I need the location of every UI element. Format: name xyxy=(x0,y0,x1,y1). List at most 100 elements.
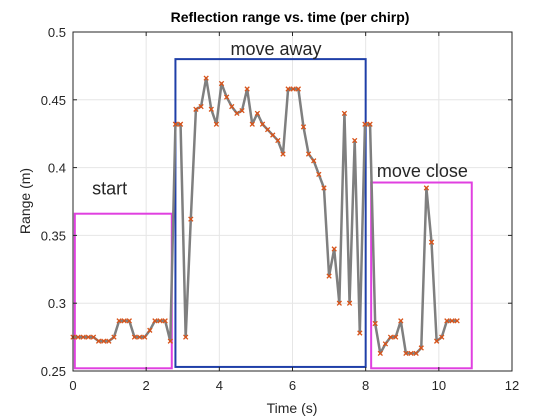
data-point-marker xyxy=(382,341,389,347)
data-point-marker xyxy=(249,121,255,127)
data-point-marker xyxy=(121,318,127,324)
data-point-marker xyxy=(234,110,240,117)
data-point-marker xyxy=(393,334,399,340)
x-tick-label: 6 xyxy=(289,378,296,393)
data-point-marker xyxy=(341,110,348,117)
data-point-marker xyxy=(280,151,286,157)
x-tick-label: 10 xyxy=(432,378,446,393)
data-point-marker xyxy=(95,338,102,344)
annotation-box xyxy=(174,58,367,368)
data-point-marker xyxy=(208,106,214,112)
data-point-marker xyxy=(167,338,173,344)
data-point-marker xyxy=(147,327,153,333)
data-point-marker xyxy=(85,334,92,340)
data-point-marker xyxy=(223,94,230,100)
data-point-marker xyxy=(239,107,245,114)
data-point-marker xyxy=(336,300,342,306)
data-point-marker xyxy=(188,216,194,222)
data-point-marker xyxy=(352,137,358,144)
data-point-marker xyxy=(75,334,81,340)
data-point-marker xyxy=(213,121,220,127)
series-group xyxy=(70,75,460,357)
data-point-marker xyxy=(454,318,460,324)
data-point-marker xyxy=(101,338,107,344)
y-tick-label: 0.45 xyxy=(41,93,66,108)
data-point-marker xyxy=(111,334,117,340)
data-point-marker xyxy=(418,345,424,351)
annotation-label: move away xyxy=(231,39,322,59)
data-point-marker xyxy=(193,106,199,112)
data-point-marker xyxy=(295,86,302,92)
data-point-marker xyxy=(152,318,158,324)
data-point-marker xyxy=(259,121,266,127)
data-point-marker xyxy=(398,318,404,324)
data-point-marker xyxy=(264,126,271,133)
data-point-marker xyxy=(142,334,148,340)
data-point-marker xyxy=(126,318,132,324)
data-point-marker xyxy=(428,239,435,245)
annotation-label: move close xyxy=(377,161,468,181)
data-point-marker xyxy=(449,318,455,324)
y-axis-label: Range (m) xyxy=(17,168,33,234)
y-tick-label: 0.35 xyxy=(41,228,66,243)
data-point-marker xyxy=(172,121,179,127)
data-point-marker xyxy=(183,334,189,340)
data-point-marker xyxy=(162,318,168,324)
annotation-box xyxy=(370,181,473,370)
series-line xyxy=(73,76,458,355)
annotation-box xyxy=(73,212,173,370)
x-tick-label: 2 xyxy=(143,378,150,393)
data-point-marker xyxy=(203,75,209,81)
chart-title: Reflection range vs. time (per chirp) xyxy=(171,9,410,25)
data-point-marker xyxy=(198,103,204,110)
data-point-marker xyxy=(331,246,337,252)
data-point-marker xyxy=(311,158,317,164)
y-tick-label: 0.25 xyxy=(41,364,66,379)
data-point-marker xyxy=(80,334,86,340)
data-point-marker xyxy=(321,185,327,191)
data-point-marker xyxy=(305,151,312,157)
data-point-marker xyxy=(377,350,383,357)
data-point-marker xyxy=(433,338,440,344)
data-point-marker xyxy=(244,86,250,92)
tick-labels: 0 2 4 6 8 10 12 0.25 0.3 0.35 0.4 0.45 0.5 xyxy=(41,25,520,393)
y-tick-label: 0.3 xyxy=(48,296,66,311)
data-point-marker xyxy=(285,86,291,92)
data-point-marker xyxy=(423,185,430,191)
data-point-marker xyxy=(357,330,363,336)
x-tick-label: 4 xyxy=(216,378,223,393)
y-tick-label: 0.5 xyxy=(48,25,66,40)
x-tick-label: 8 xyxy=(362,378,369,393)
data-point-marker xyxy=(131,334,138,340)
x-axis-label: Time (s) xyxy=(267,400,318,416)
data-point-marker xyxy=(90,334,97,340)
data-point-marker xyxy=(316,171,322,178)
annotation-boxes: start move away move close xyxy=(73,39,473,370)
data-point-marker xyxy=(408,350,414,357)
data-point-marker xyxy=(444,318,450,324)
data-point-marker xyxy=(270,132,276,138)
data-point-marker xyxy=(136,334,143,340)
data-point-marker xyxy=(372,320,378,327)
x-tick-label: 12 xyxy=(505,378,519,393)
data-point-marker xyxy=(362,121,368,127)
data-point-marker xyxy=(403,350,409,357)
data-point-marker xyxy=(218,80,225,87)
data-point-marker xyxy=(346,300,353,306)
data-point-marker xyxy=(254,110,261,117)
data-point-marker xyxy=(116,318,122,324)
data-point-marker xyxy=(367,121,373,127)
data-point-marker xyxy=(387,334,394,340)
annotation-label: start xyxy=(92,179,127,199)
data-point-marker xyxy=(229,103,235,110)
data-point-marker xyxy=(157,318,163,324)
y-tick-label: 0.4 xyxy=(48,161,66,176)
data-point-marker xyxy=(300,124,307,130)
data-point-marker xyxy=(106,338,112,344)
data-point-marker xyxy=(275,137,281,144)
x-tick-label: 0 xyxy=(69,378,76,393)
data-point-marker xyxy=(439,334,445,340)
data-point-marker xyxy=(413,350,419,357)
data-point-marker xyxy=(290,86,296,92)
